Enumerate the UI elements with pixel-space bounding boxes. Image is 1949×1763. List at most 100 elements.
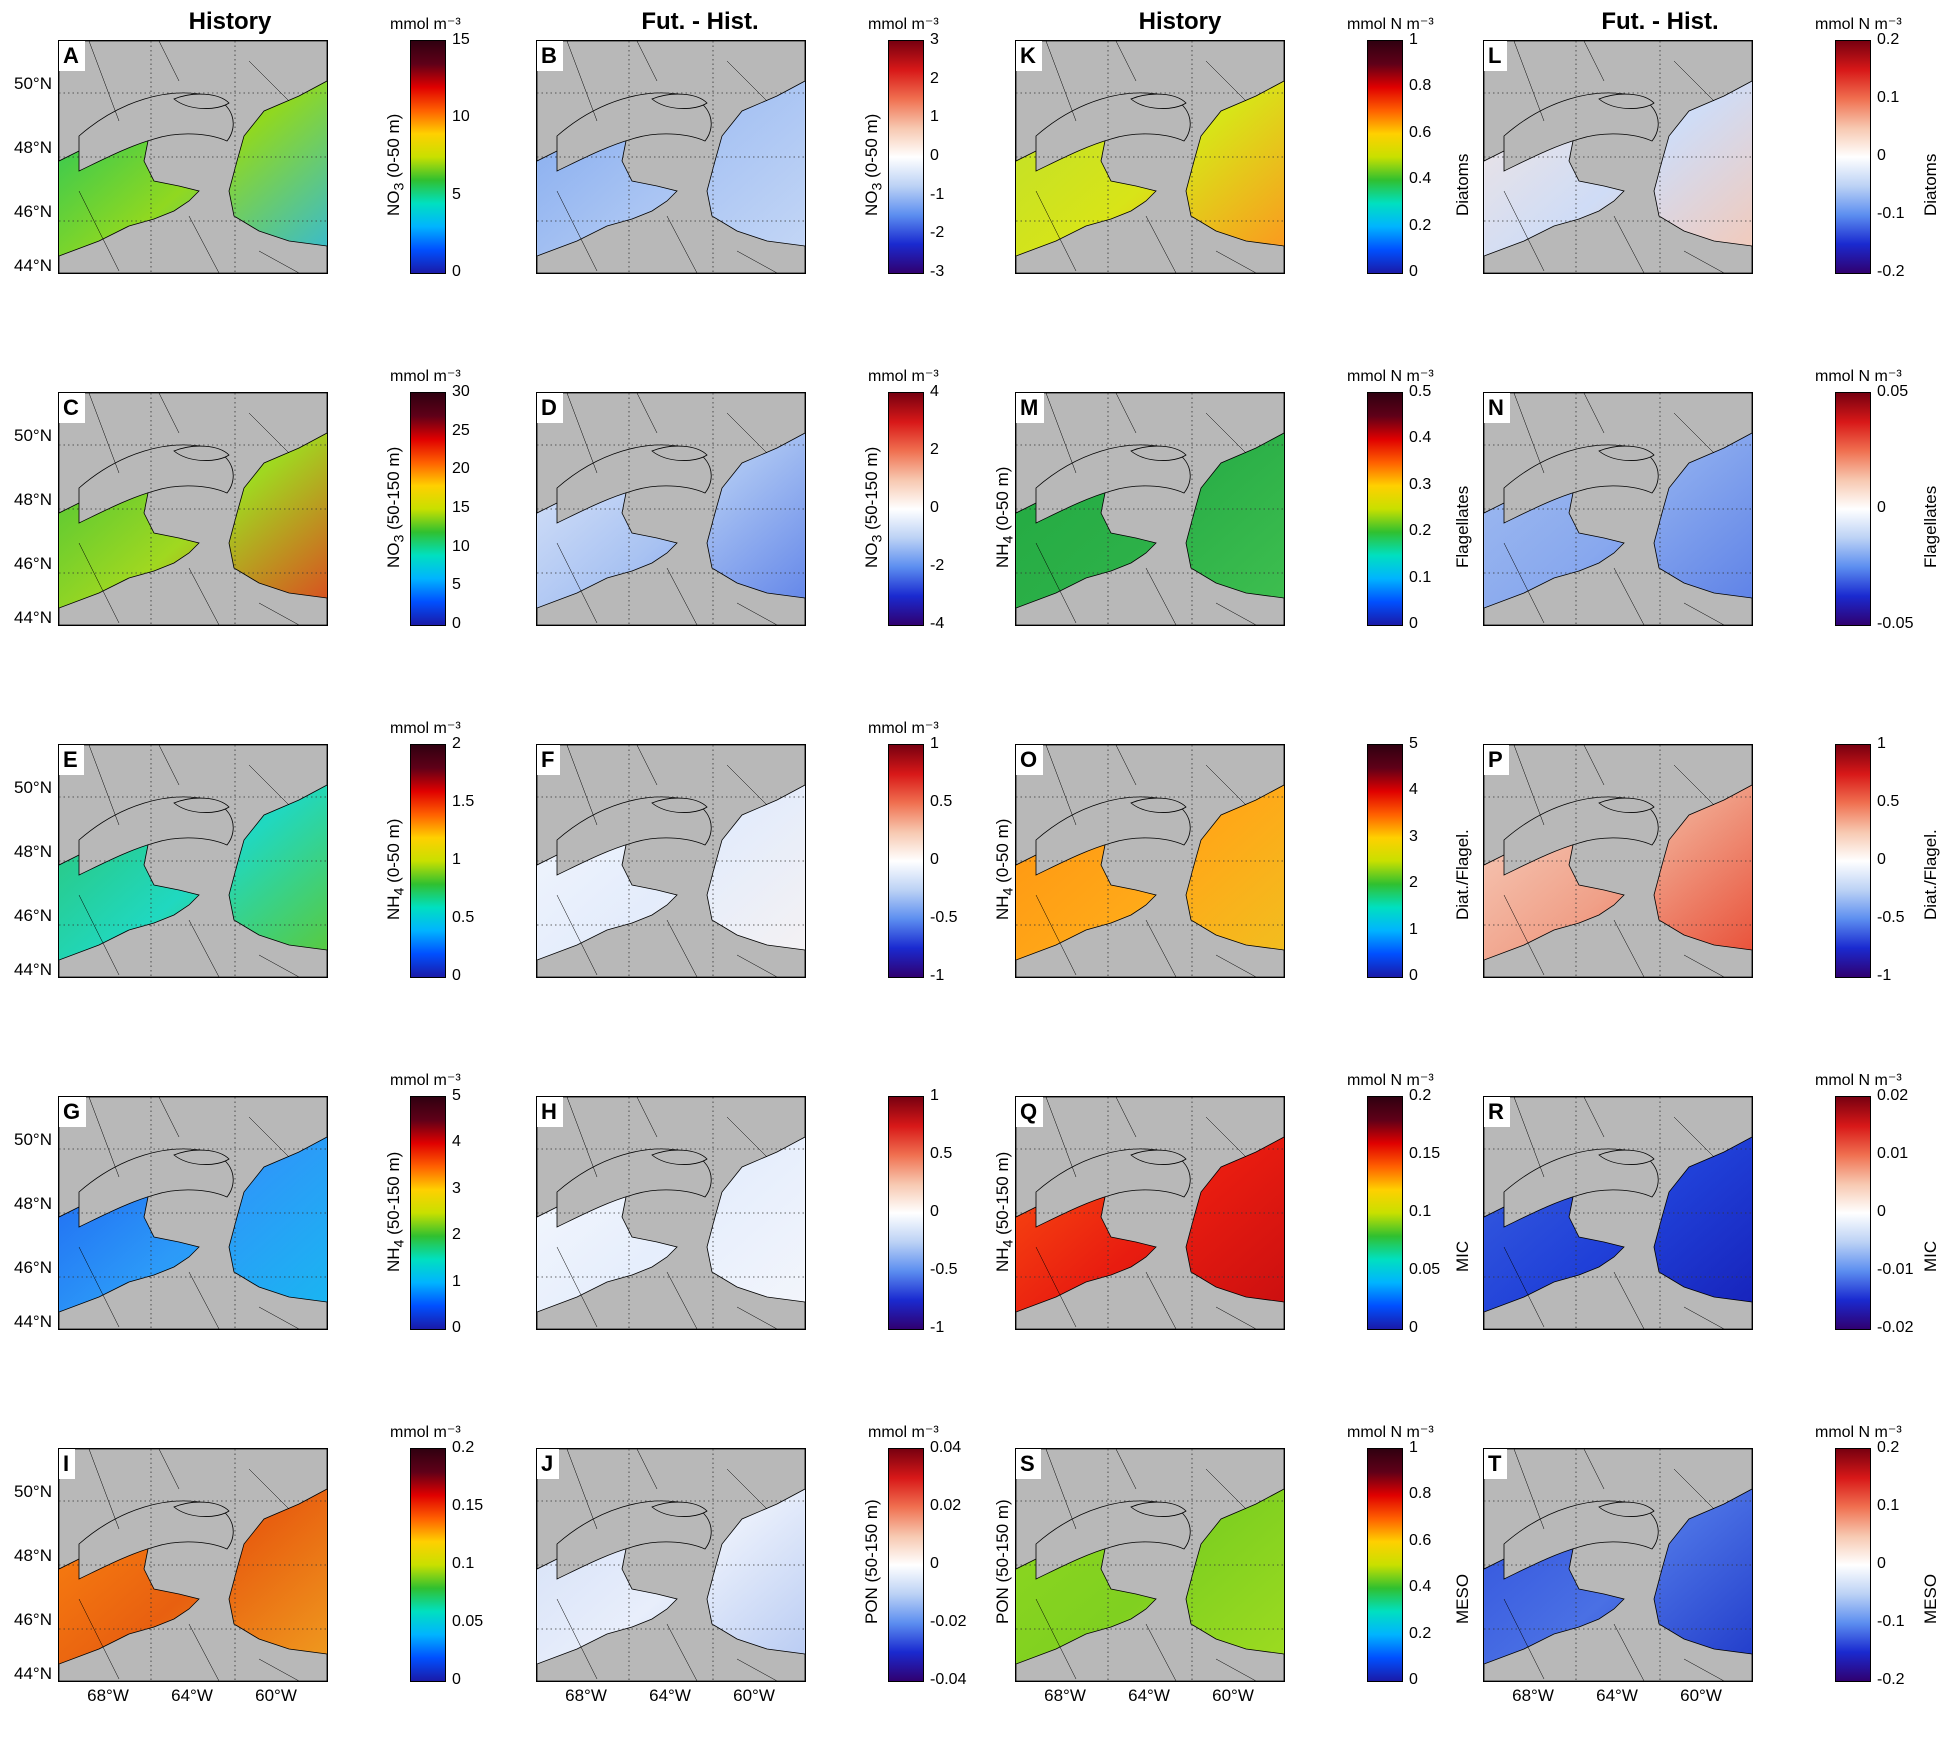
colorbar-tick-label: 0	[930, 499, 939, 516]
variable-label-subscript: 4	[391, 1239, 408, 1248]
variable-label: NO3 (0-50 m)	[862, 114, 885, 216]
colorbar-tick-label: 2	[930, 69, 939, 87]
panel-letter: N	[1484, 393, 1510, 423]
latitude-label: 46°N	[14, 554, 52, 573]
panel-letter: F	[537, 745, 561, 775]
colorbar-tick-label: 0.2	[1409, 1087, 1432, 1104]
map-graphic	[1484, 1097, 1752, 1329]
colorbar-tick-label: 0.6	[1409, 123, 1432, 141]
colorbar-tick-label: 3	[1409, 827, 1418, 845]
colorbar-tick-label: 0.15	[1409, 1145, 1441, 1162]
panel-letter: D	[537, 393, 563, 423]
colorbar	[888, 744, 924, 978]
colorbar-tick-label: 0	[1877, 1203, 1886, 1220]
colorbar-tick-label: 5	[452, 576, 461, 594]
map-panel: F 1 0.5 0 -0.5 -1 mmol m⁻³	[536, 720, 998, 1016]
colorbar-tick-label: 2	[1409, 874, 1418, 892]
colorbar-tick-label: 0	[452, 615, 461, 632]
colorbar-tick-label: 0.05	[452, 1613, 484, 1630]
variable-label-suffix: (50-150 m)	[862, 446, 881, 535]
colorbar-tick-label: 0	[1877, 1555, 1886, 1572]
panel-letter: E	[59, 745, 84, 775]
variable-label-suffix: (0-50 m)	[384, 818, 403, 888]
colorbar-tick-label: 0	[1409, 263, 1418, 280]
variable-label-suffix: (50-150 m)	[384, 446, 403, 535]
colorbar-tick-label: 0	[1877, 851, 1886, 868]
latitude-label: 50°N	[14, 778, 52, 797]
colorbar-tick-label: 1	[1409, 31, 1418, 48]
colorbar-unit: mmol m⁻³	[390, 368, 461, 385]
colorbar-tick-label: 1	[452, 851, 461, 868]
colorbar-tick-label: 1	[452, 1272, 461, 1290]
variable-label-subscript: 3	[869, 534, 886, 543]
colorbar-unit: mmol m⁻³	[868, 1424, 939, 1441]
colorbar	[1835, 40, 1871, 274]
map-plot: T	[1483, 1448, 1753, 1682]
map-plot: L	[1483, 40, 1753, 274]
latitude-label: 44°N	[14, 960, 52, 979]
variable-label-main: MIC	[1921, 1240, 1940, 1272]
colorbar-tick-label: 0.2	[1409, 1624, 1432, 1642]
map-panel: Q 0.2 0.15 0.1 0.05 0 mmol N m⁻³ MIC	[1015, 1072, 1477, 1368]
variable-label: Diat./Flagel.	[1921, 829, 1941, 920]
colorbar-unit: mmol N m⁻³	[1347, 16, 1434, 33]
colorbar	[410, 1448, 446, 1682]
colorbar-tick-label: 0	[1877, 147, 1886, 164]
variable-label-main: NO	[862, 190, 881, 217]
colorbar-tick-label: 0.2	[1877, 1439, 1900, 1456]
colorbar-tick-label: -0.05	[1877, 615, 1914, 632]
column-title: Fut. - Hist.	[1601, 8, 1719, 35]
colorbar-tick-label: 1	[1409, 920, 1418, 938]
map-plot: S	[1015, 1448, 1285, 1682]
variable-label-suffix: (50-150 m)	[384, 1151, 403, 1240]
latitude-label: 50°N	[14, 426, 52, 445]
map-graphic	[1016, 1449, 1284, 1681]
map-graphic	[1484, 745, 1752, 977]
colorbar-tick-label: 0.2	[452, 1439, 475, 1456]
variable-label: MIC	[1453, 1241, 1473, 1272]
variable-label: Flagellates	[1453, 486, 1473, 568]
map-panel: R 0.02 0.01 0 -0.01 -0.02 mmol N m⁻³ MIC	[1483, 1072, 1945, 1368]
colorbar-tick-label: -1	[930, 1319, 945, 1336]
variable-label: NO3 (50-150 m)	[384, 447, 407, 568]
colorbar-tick-label: 0.8	[1409, 77, 1432, 95]
map-plot: Q	[1015, 1096, 1285, 1330]
variable-label: Flagellates	[1921, 486, 1941, 568]
variable-label-subscript: 4	[1000, 1239, 1017, 1248]
map-graphic	[59, 393, 327, 625]
map-graphic	[537, 41, 805, 273]
variable-label-main: MESO	[1453, 1573, 1472, 1624]
variable-label-main: NO	[862, 542, 881, 569]
map-panel: C 50°N 48°N 46°N 44°N 30 25 20 15 10 5 0 mmol m⁻³ NO3…	[14, 368, 520, 664]
colorbar-tick-label: -1	[930, 185, 945, 203]
map-plot: D	[536, 392, 806, 626]
colorbar-unit: mmol m⁻³	[390, 16, 461, 33]
map-panel: K 1 0.8 0.6 0.4 0.2 0 mmol N m⁻³ Diatoms	[1015, 16, 1477, 312]
colorbar-unit: mmol m⁻³	[868, 16, 939, 33]
variable-label-main: NO	[384, 190, 403, 217]
colorbar	[1835, 744, 1871, 978]
colorbar	[888, 40, 924, 274]
colorbar-tick-label: -0.1	[1877, 205, 1905, 222]
map-panel: H 1 0.5 0 -0.5 -1	[536, 1088, 998, 1368]
variable-label-subscript: 3	[869, 182, 886, 191]
colorbar-tick-label: 0	[930, 851, 939, 868]
colorbar	[1835, 392, 1871, 626]
colorbar-tick-label: 0.04	[930, 1439, 962, 1456]
colorbar-tick-label: -0.02	[930, 1613, 967, 1630]
variable-label-suffix: (0-50 m)	[993, 466, 1012, 536]
colorbar-tick-label: 0.5	[1877, 793, 1900, 810]
colorbar-tick-label: 0	[452, 967, 461, 984]
colorbar	[888, 1448, 924, 1682]
map-graphic	[1016, 41, 1284, 273]
colorbar-tick-label: 2	[452, 735, 461, 752]
colorbar-tick-label: 0.4	[1409, 170, 1432, 188]
variable-label: Diatoms	[1453, 154, 1473, 216]
latitude-label: 48°N	[14, 1194, 52, 1213]
column-title: History	[188, 8, 272, 35]
map-plot: F	[536, 744, 806, 978]
colorbar	[1367, 1096, 1403, 1330]
colorbar-tick-label: -2	[930, 557, 945, 574]
panel-letter: P	[1484, 745, 1509, 775]
colorbar-tick-label: 0.4	[1409, 429, 1432, 447]
